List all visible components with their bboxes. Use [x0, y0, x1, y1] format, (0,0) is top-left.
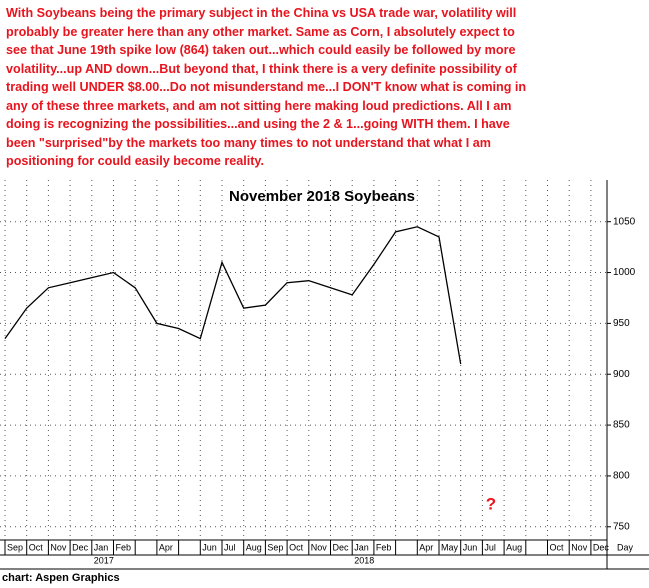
year-label: 2017: [94, 555, 114, 565]
x-tick-label: Jan: [94, 542, 109, 552]
chart-title: November 2018 Soybeans: [229, 188, 415, 205]
y-tick-label: 750: [613, 521, 630, 532]
y-tick-label: 850: [613, 420, 630, 431]
x-tick-label: Feb: [376, 542, 392, 552]
commentary-line: doing is recognizing the possibilities..…: [6, 117, 510, 131]
x-tick-label: Apr: [159, 542, 173, 552]
y-tick-label: 800: [613, 471, 630, 482]
x-tick-label: Dec: [593, 542, 610, 552]
commentary-line: any of these three markets, and am not s…: [6, 98, 512, 113]
y-tick-label: 1000: [613, 267, 636, 278]
x-unit-label: Day: [617, 542, 634, 552]
x-tick-label: Oct: [289, 542, 304, 552]
x-tick-label: Nov: [571, 542, 588, 552]
year-label: 2018: [354, 555, 374, 565]
x-tick-label: Oct: [29, 542, 44, 552]
y-tick-label: 950: [613, 318, 630, 329]
x-tick-label: Jul: [224, 542, 236, 552]
commentary-line: trading well UNDER $8.00...Do not misund…: [6, 80, 527, 94]
x-tick-label: Feb: [116, 542, 132, 552]
x-tick-label: Dec: [72, 542, 89, 552]
commentary: With Soybeans being the primary subject …: [6, 4, 646, 171]
price-line: [4, 226, 462, 365]
commentary-line: see that June 19th spike low (864) taken…: [6, 43, 516, 57]
x-tick-label: Sep: [7, 542, 23, 552]
source: chart: Aspen Graphics: [2, 572, 120, 584]
y-tick-label: 900: [613, 369, 630, 380]
x-tick-label: Sep: [267, 542, 283, 552]
x-tick-label: Nov: [311, 542, 328, 552]
x-tick-label: Aug: [506, 542, 522, 552]
x-tick-label: May: [441, 542, 459, 552]
commentary-line: probably be greater here than any other …: [6, 24, 515, 39]
x-tick-label: Oct: [550, 542, 565, 552]
x-tick-label: Jan: [354, 542, 369, 552]
annotation: ?: [486, 494, 496, 513]
x-tick-label: Aug: [246, 542, 262, 552]
x-tick-label: Jun: [202, 542, 217, 552]
x-tick-label: Nov: [50, 542, 67, 552]
y-tick-label: 1050: [613, 216, 636, 227]
x-tick-label: Apr: [419, 542, 433, 552]
x-tick-label: Jul: [484, 542, 496, 552]
commentary-line: With Soybeans being the primary subject …: [6, 6, 517, 20]
commentary-line: positioning for could easily become real…: [6, 154, 264, 168]
x-tick-label: Dec: [333, 542, 350, 552]
x-tick-label: Jun: [463, 542, 478, 552]
commentary-line: been "surprised"by the markets too many …: [6, 135, 491, 150]
commentary-line: volatility...up AND down...But beyond th…: [6, 61, 517, 76]
